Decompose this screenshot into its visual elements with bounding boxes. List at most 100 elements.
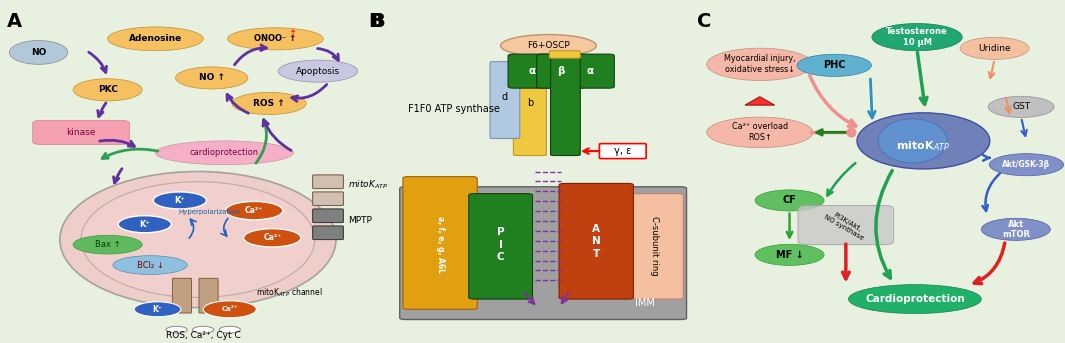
- Text: α: α: [529, 66, 536, 76]
- Text: a, f, e, g, A6L: a, f, e, g, A6L: [436, 216, 444, 273]
- FancyBboxPatch shape: [559, 184, 634, 299]
- Text: B: B: [370, 12, 384, 31]
- Text: F1F0 ATP synthase: F1F0 ATP synthase: [408, 104, 501, 114]
- FancyBboxPatch shape: [490, 62, 520, 139]
- Text: ROS, Ca²⁺, Cyt C: ROS, Ca²⁺, Cyt C: [166, 331, 241, 340]
- Text: A: A: [6, 12, 21, 31]
- Ellipse shape: [501, 35, 596, 57]
- Circle shape: [134, 302, 181, 317]
- Text: ONOO⁻ ↑: ONOO⁻ ↑: [255, 34, 296, 43]
- Text: NO: NO: [31, 48, 46, 57]
- Circle shape: [166, 326, 187, 333]
- Ellipse shape: [278, 60, 358, 82]
- Text: NO ↑: NO ↑: [199, 73, 225, 82]
- Ellipse shape: [108, 27, 203, 51]
- FancyBboxPatch shape: [199, 278, 218, 313]
- Text: PKC: PKC: [98, 85, 117, 94]
- Text: Ca²⁺: Ca²⁺: [245, 206, 263, 215]
- FancyBboxPatch shape: [513, 51, 546, 155]
- Circle shape: [118, 216, 171, 233]
- FancyBboxPatch shape: [33, 120, 129, 144]
- Ellipse shape: [81, 182, 315, 297]
- Text: F6+OSCP: F6+OSCP: [527, 41, 570, 50]
- Text: mitoK$_{ATP}$: mitoK$_{ATP}$: [347, 178, 388, 191]
- Text: Uridine: Uridine: [979, 44, 1011, 53]
- Text: PI3K/Akt,
NO synthase: PI3K/Akt, NO synthase: [823, 208, 868, 242]
- Text: C: C: [698, 12, 711, 31]
- FancyBboxPatch shape: [313, 209, 343, 223]
- Circle shape: [193, 326, 214, 333]
- Text: BCl₂ ↓: BCl₂ ↓: [136, 261, 164, 270]
- Ellipse shape: [176, 67, 248, 89]
- Text: K⁺: K⁺: [140, 220, 150, 229]
- Text: A
N
T: A N T: [592, 224, 601, 259]
- Text: K⁺: K⁺: [175, 196, 185, 205]
- FancyBboxPatch shape: [600, 144, 646, 158]
- Text: GST: GST: [1012, 102, 1030, 111]
- FancyBboxPatch shape: [537, 54, 586, 88]
- Text: P
I
C: P I C: [496, 227, 505, 262]
- Text: mitoK$_{ATP}$ channel: mitoK$_{ATP}$ channel: [257, 286, 323, 298]
- Ellipse shape: [10, 40, 68, 64]
- Text: B: B: [367, 12, 382, 31]
- Text: b: b: [527, 98, 532, 108]
- Ellipse shape: [155, 141, 294, 165]
- Circle shape: [153, 192, 207, 209]
- Text: Adenosine: Adenosine: [129, 34, 182, 43]
- Text: ↑: ↑: [290, 29, 297, 39]
- Ellipse shape: [988, 96, 1054, 117]
- FancyBboxPatch shape: [550, 51, 580, 58]
- Bar: [1, 1, 362, 342]
- Ellipse shape: [232, 92, 307, 115]
- Text: α: α: [587, 66, 593, 76]
- FancyBboxPatch shape: [551, 58, 580, 155]
- FancyBboxPatch shape: [469, 193, 532, 299]
- Ellipse shape: [73, 79, 142, 101]
- Ellipse shape: [73, 235, 142, 254]
- Text: Ca²⁺: Ca²⁺: [222, 306, 239, 312]
- FancyBboxPatch shape: [399, 187, 687, 319]
- Circle shape: [203, 301, 257, 318]
- Text: Hyperpolarization: Hyperpolarization: [179, 209, 241, 215]
- FancyBboxPatch shape: [566, 54, 615, 88]
- FancyBboxPatch shape: [403, 177, 477, 309]
- Text: PHC: PHC: [823, 60, 846, 70]
- Circle shape: [226, 201, 283, 220]
- Ellipse shape: [989, 154, 1064, 176]
- Text: Akt/GSK-3β: Akt/GSK-3β: [1002, 160, 1050, 169]
- Ellipse shape: [857, 113, 989, 169]
- Text: Bax ↑: Bax ↑: [95, 240, 120, 249]
- Text: kinase: kinase: [66, 128, 96, 137]
- Text: Apoptosis: Apoptosis: [296, 67, 340, 76]
- Text: Akt
mTOR: Akt mTOR: [1002, 220, 1030, 239]
- Ellipse shape: [755, 190, 824, 211]
- Text: ROS ↑: ROS ↑: [253, 99, 285, 108]
- Ellipse shape: [872, 24, 962, 51]
- Circle shape: [219, 326, 241, 333]
- Ellipse shape: [981, 218, 1050, 240]
- FancyBboxPatch shape: [313, 192, 343, 205]
- Text: C-subunit ring: C-subunit ring: [650, 215, 658, 275]
- Polygon shape: [744, 97, 774, 105]
- FancyBboxPatch shape: [173, 278, 192, 313]
- Text: β: β: [557, 66, 564, 76]
- Ellipse shape: [797, 54, 871, 76]
- Text: mitoK$_{ATP}$: mitoK$_{ATP}$: [897, 139, 950, 153]
- Text: MF ↓: MF ↓: [775, 250, 803, 260]
- Text: IMM: IMM: [635, 298, 655, 308]
- FancyBboxPatch shape: [625, 193, 684, 299]
- Text: Testosterone
10 μM: Testosterone 10 μM: [886, 27, 948, 47]
- Text: Myocardial injury,
oxidative stress↓: Myocardial injury, oxidative stress↓: [724, 54, 796, 74]
- Ellipse shape: [113, 256, 187, 274]
- FancyBboxPatch shape: [313, 175, 343, 189]
- Ellipse shape: [849, 285, 981, 314]
- Text: MPTP: MPTP: [347, 216, 372, 225]
- Text: CF: CF: [783, 196, 797, 205]
- Text: K⁺: K⁺: [152, 305, 163, 314]
- Text: γ, ε: γ, ε: [615, 146, 632, 156]
- Ellipse shape: [755, 244, 824, 265]
- FancyBboxPatch shape: [508, 54, 557, 88]
- Ellipse shape: [707, 117, 813, 148]
- Circle shape: [244, 229, 301, 247]
- Ellipse shape: [879, 119, 947, 163]
